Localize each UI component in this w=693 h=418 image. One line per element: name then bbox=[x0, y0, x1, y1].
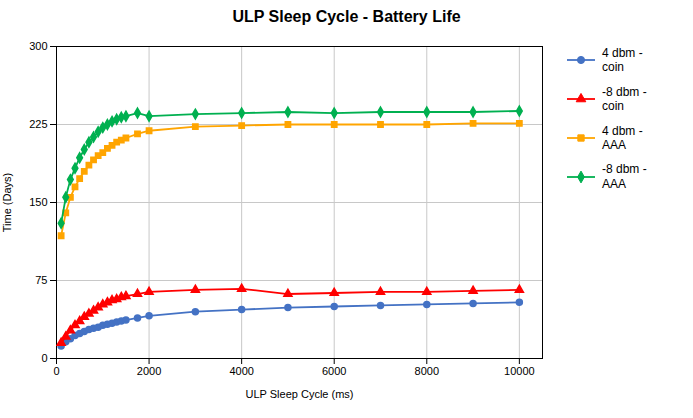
svg-text:0: 0 bbox=[41, 352, 47, 364]
html-text:-8 dbm - AAA: -8 dbm - AAA bbox=[602, 162, 647, 191]
svg-text:0: 0 bbox=[53, 365, 59, 377]
svg-text:2000: 2000 bbox=[137, 365, 161, 377]
svg-text:300: 300 bbox=[29, 40, 47, 52]
svg-text:ULP Sleep Cycle (ms): ULP Sleep Cycle (ms) bbox=[246, 388, 354, 400]
svg-text:150: 150 bbox=[29, 196, 47, 208]
svg-text:10000: 10000 bbox=[504, 365, 535, 377]
html-text:4 dbm - AAA: 4 dbm - AAA bbox=[602, 123, 643, 152]
svg-text:6000: 6000 bbox=[322, 365, 346, 377]
svg-text:4000: 4000 bbox=[229, 365, 253, 377]
html-text:-8 dbm - coin: -8 dbm - coin bbox=[602, 84, 647, 114]
svg-text:75: 75 bbox=[35, 274, 47, 286]
svg-text:225: 225 bbox=[29, 118, 47, 130]
svg-text:Time (Days): Time (Days) bbox=[1, 173, 13, 232]
html-text:ULP Sleep Cycle - Battery Life: ULP Sleep Cycle - Battery Life bbox=[232, 8, 461, 25]
svg-text:8000: 8000 bbox=[415, 365, 439, 377]
html-text:4 dbm - coin: 4 dbm - coin bbox=[602, 46, 643, 75]
